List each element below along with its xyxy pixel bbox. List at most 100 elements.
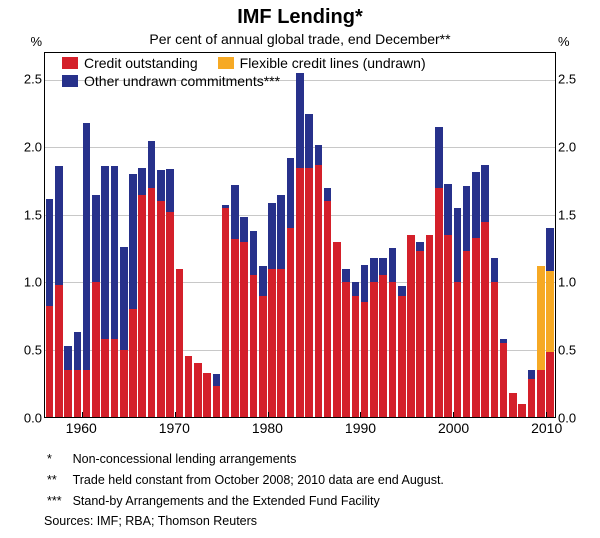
x-tick (453, 412, 454, 418)
footnote-text: Stand-by Arrangements and the Extended F… (72, 492, 445, 511)
bar (101, 53, 110, 417)
bar-segment-other (64, 346, 72, 370)
y-axis-left: % 0.00.51.01.52.02.5 (2, 52, 42, 418)
bar-segment-other (92, 195, 100, 283)
x-axis: 196019701980199020002010 (44, 420, 556, 438)
bar (462, 53, 471, 417)
bar-segment-other (361, 265, 369, 303)
legend-label: Flexible credit lines (undrawn) (240, 54, 426, 72)
bar-segment-credit (435, 188, 443, 417)
bar (434, 53, 443, 417)
bar-segment-other (315, 145, 323, 165)
x-tick-label: 2000 (438, 420, 469, 436)
bar (240, 53, 249, 417)
footnote-mark: *** (46, 492, 70, 511)
x-tick-label: 1960 (66, 420, 97, 436)
bar-segment-credit (194, 363, 202, 417)
y-tick-label: 1.5 (2, 207, 42, 222)
bar-segment-other (120, 247, 128, 349)
bar (165, 53, 174, 417)
bar-segment-other (259, 266, 267, 296)
legend-label: Other undrawn commitments*** (84, 72, 280, 90)
bar-segment-credit (444, 235, 452, 417)
bar (128, 53, 137, 417)
bar-segment-other (324, 188, 332, 201)
bar (64, 53, 73, 417)
bar-segment-credit (46, 306, 54, 417)
bar (91, 53, 100, 417)
bar-segment-other (138, 168, 146, 195)
legend-item: Flexible credit lines (undrawn) (218, 54, 426, 72)
bar (527, 53, 536, 417)
chart-title: IMF Lending* (0, 0, 600, 29)
bar (388, 53, 397, 417)
bar-segment-credit (398, 296, 406, 417)
bar-segment-other (240, 217, 248, 241)
x-tick (360, 412, 361, 418)
bar-segment-credit (138, 195, 146, 417)
bar-segment-other (398, 286, 406, 295)
bar (267, 53, 276, 417)
chart-container: IMF Lending* Per cent of annual global t… (0, 0, 600, 538)
bar (175, 53, 184, 417)
footnotes: *Non-concessional lending arrangements **… (44, 448, 590, 530)
bar-segment-credit (268, 269, 276, 417)
bar-segment-other (444, 184, 452, 235)
bar-segment-flex (537, 266, 545, 370)
x-tick (175, 412, 176, 418)
bar-segment-other (166, 169, 174, 212)
bar-segment-flex (546, 271, 554, 352)
bar (45, 53, 54, 417)
bar-segment-credit (509, 393, 517, 417)
bar-segment-credit (361, 302, 369, 417)
bar-segment-credit (129, 309, 137, 417)
bar-segment-credit (203, 373, 211, 417)
bar-segment-other (101, 166, 109, 339)
bar-segment-credit (74, 370, 82, 417)
x-tick (546, 412, 547, 418)
bar-segment-credit (491, 282, 499, 417)
bar-segment-other (491, 258, 499, 282)
bar-segment-credit (370, 282, 378, 417)
footnote: **Trade held constant from October 2008;… (46, 471, 445, 490)
bar-segment-other (481, 165, 489, 222)
bar-segment-other (342, 269, 350, 282)
bar-segment-credit (454, 282, 462, 417)
y-tick-label: 2.0 (2, 139, 42, 154)
bar (369, 53, 378, 417)
bar-segment-other (416, 242, 424, 251)
bar-segment-credit (92, 282, 100, 417)
y-tick-label: 2.5 (2, 72, 42, 87)
bar (332, 53, 341, 417)
bar (147, 53, 156, 417)
bar (82, 53, 91, 417)
bar-segment-credit (250, 275, 258, 417)
bar-segment-other (111, 166, 119, 339)
bar (406, 53, 415, 417)
bar-segment-credit (546, 352, 554, 417)
bar (518, 53, 527, 417)
bar-segment-other (287, 158, 295, 228)
bar-segment-other (454, 208, 462, 282)
bar (425, 53, 434, 417)
bar (110, 53, 119, 417)
bar-segment-other (435, 127, 443, 188)
bar (323, 53, 332, 417)
bar (314, 53, 323, 417)
legend-swatch (218, 57, 234, 69)
bar-segment-credit (537, 370, 545, 417)
chart-subtitle: Per cent of annual global trade, end Dec… (0, 31, 600, 47)
bar (351, 53, 360, 417)
bar-segment-credit (120, 350, 128, 417)
bar-segment-credit (518, 404, 526, 417)
legend: Credit outstandingFlexible credit lines … (62, 54, 560, 90)
bar (499, 53, 508, 417)
y-tick-label: 1.5 (558, 207, 598, 222)
bar (471, 53, 480, 417)
footnote-mark: ** (46, 471, 70, 490)
x-tick (82, 412, 83, 418)
bar (443, 53, 452, 417)
y-unit-left: % (2, 34, 42, 49)
footnote: *Non-concessional lending arrangements (46, 450, 445, 469)
bar-segment-credit (259, 296, 267, 417)
